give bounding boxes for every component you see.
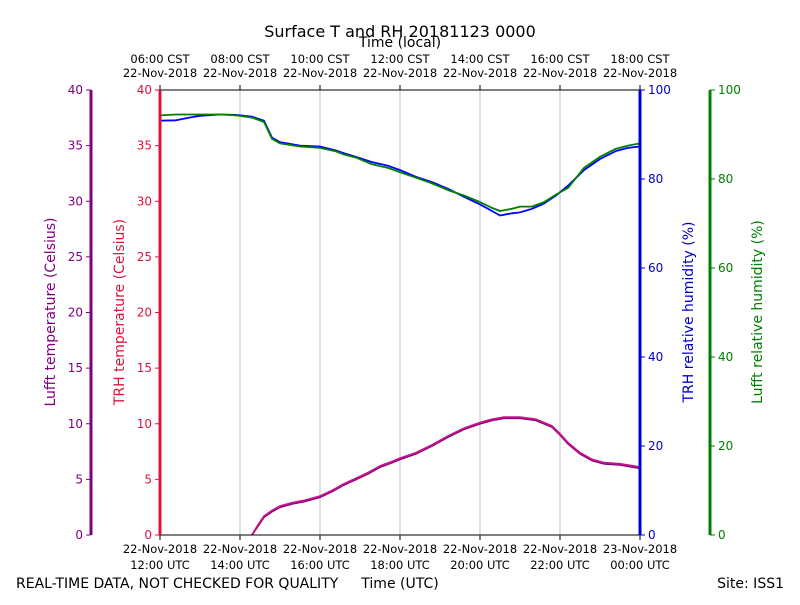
- lufft-temp-axis-tick-label: 25: [68, 250, 83, 264]
- bottom-x-tick-time: 18:00 UTC: [370, 558, 430, 572]
- trh-temp-axis-tick-label: 20: [137, 306, 152, 320]
- trh-rh-axis-tick-label: 100: [648, 83, 671, 97]
- bottom-x-tick-date: 22-Nov-2018: [203, 542, 277, 556]
- bottom-x-tick-date: 22-Nov-2018: [283, 542, 357, 556]
- trh-temp-axis-tick-label: 15: [137, 361, 152, 375]
- lufft-temp-axis-tick-label: 5: [75, 472, 83, 486]
- top-x-tick-date: 22-Nov-2018: [523, 66, 597, 80]
- site-label: Site: ISS1: [717, 576, 784, 592]
- top-x-tick-date: 22-Nov-2018: [443, 66, 517, 80]
- bottom-x-tick-date: 22-Nov-2018: [443, 542, 517, 556]
- left-outer-axis-title: Lufft temperature (Celsius): [43, 217, 59, 406]
- lufft-rh-axis-tick-label: 0: [718, 528, 726, 542]
- quality-disclaimer: REAL-TIME DATA, NOT CHECKED FOR QUALITY: [16, 576, 339, 592]
- series-line-trh_temp_line: [251, 416, 641, 536]
- bottom-x-tick-date: 22-Nov-2018: [123, 542, 197, 556]
- top-x-tick-time: 08:00 CST: [210, 52, 270, 66]
- lufft-temp-axis-tick-label: 20: [68, 306, 83, 320]
- trh-temp-axis-tick-label: 30: [137, 194, 152, 208]
- top-x-tick-time: 16:00 CST: [530, 52, 590, 66]
- top-x-tick-time: 14:00 CST: [450, 52, 510, 66]
- series-layer: [159, 113, 641, 536]
- trh-rh-axis-tick-label: 20: [648, 439, 663, 453]
- trh-rh-axis-tick-label: 40: [648, 350, 663, 364]
- series-line-lufft_rh_line: [159, 113, 641, 212]
- bottom-x-tick-date: 22-Nov-2018: [523, 542, 597, 556]
- trh-temp-axis-tick-label: 10: [137, 417, 152, 431]
- lufft-temp-axis-tick-label: 10: [68, 417, 83, 431]
- bottom-x-tick-time: 12:00 UTC: [130, 558, 190, 572]
- lufft-temp-axis-tick-label: 40: [68, 83, 83, 97]
- axes-layer: 0 5 10 15 20 25 30 35 40 0 5 10 15 20 25 30 35 40 0 20 40 60 8…: [68, 52, 741, 572]
- lufft-rh-axis-tick-label: 80: [718, 172, 733, 186]
- top-x-tick-time: 06:00 CST: [130, 52, 190, 66]
- bottom-x-tick-time: 22:00 UTC: [530, 558, 590, 572]
- top-x-tick-time: 12:00 CST: [370, 52, 430, 66]
- bottom-x-tick-date: 22-Nov-2018: [363, 542, 437, 556]
- lufft-temp-axis-tick-label: 35: [68, 139, 83, 153]
- series-line-lufft_temp_line: [251, 417, 641, 536]
- top-x-tick-time: 18:00 CST: [610, 52, 670, 66]
- bottom-x-tick-time: 20:00 UTC: [450, 558, 510, 572]
- top-x-tick-date: 22-Nov-2018: [603, 66, 677, 80]
- trh-temp-axis-tick-label: 5: [144, 472, 152, 486]
- top-x-tick-date: 22-Nov-2018: [363, 66, 437, 80]
- lufft-rh-axis-tick-label: 60: [718, 261, 733, 275]
- trh-temp-axis-tick-label: 35: [137, 139, 152, 153]
- bottom-x-tick-time: 14:00 UTC: [210, 558, 270, 572]
- left-inner-axis-title: TRH temperature (Celsius): [112, 219, 128, 406]
- bottom-x-tick-date: 23-Nov-2018: [603, 542, 677, 556]
- trh-rh-axis-tick-label: 0: [648, 528, 656, 542]
- trh-temp-axis-tick-label: 40: [137, 83, 152, 97]
- lufft-rh-axis-tick-label: 100: [718, 83, 741, 97]
- lufft-temp-axis-tick-label: 0: [75, 528, 83, 542]
- bottom-x-tick-time: 00:00 UTC: [610, 558, 670, 572]
- bottom-x-tick-time: 16:00 UTC: [290, 558, 350, 572]
- lufft-rh-axis-tick-label: 40: [718, 350, 733, 364]
- lufft-rh-axis-tick-label: 20: [718, 439, 733, 453]
- lufft-temp-axis-tick-label: 30: [68, 194, 83, 208]
- top-x-tick-date: 22-Nov-2018: [123, 66, 197, 80]
- lufft-temp-axis-tick-label: 15: [68, 361, 83, 375]
- right-inner-axis-title: TRH relative humidity (%): [681, 221, 697, 403]
- top-x-tick-date: 22-Nov-2018: [283, 66, 357, 80]
- grid-layer: [239, 90, 561, 535]
- trh-rh-axis-tick-label: 80: [648, 172, 663, 186]
- trh-temp-axis-tick-label: 0: [144, 528, 152, 542]
- top-x-tick-date: 22-Nov-2018: [203, 66, 277, 80]
- trh-temp-axis-tick-label: 25: [137, 250, 152, 264]
- right-outer-axis-title: Lufft relative humidity (%): [750, 220, 766, 404]
- chart-title: Surface T and RH 20181123 0000: [264, 22, 536, 41]
- bottom-axis-title: Time (UTC): [360, 576, 438, 592]
- trh-rh-axis-tick-label: 60: [648, 261, 663, 275]
- top-axis-title: Time (local): [358, 35, 441, 51]
- top-x-tick-time: 10:00 CST: [290, 52, 350, 66]
